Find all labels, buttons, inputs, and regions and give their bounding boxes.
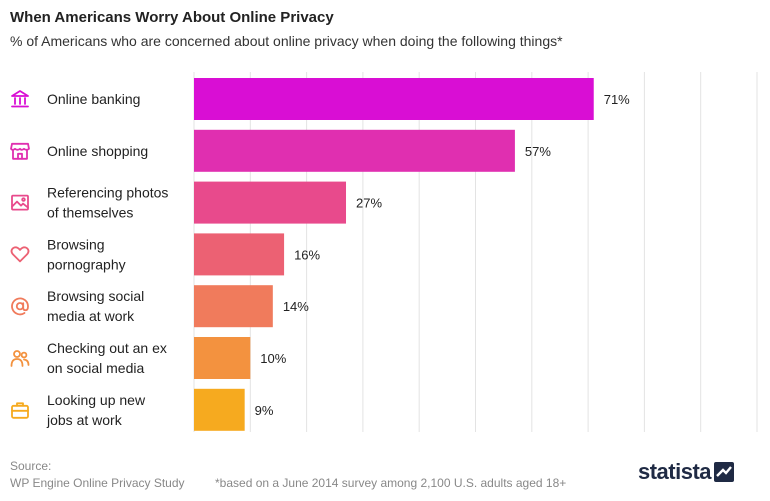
- bank-icon: [11, 90, 29, 108]
- value-label: 10%: [260, 351, 286, 366]
- bar-chart: 71% Online banking 57% Online shopping 27% Re…: [10, 72, 758, 432]
- value-label: 9%: [255, 403, 274, 418]
- value-label: 27%: [356, 196, 382, 211]
- people-icon: [10, 350, 30, 367]
- category-label: on social media: [47, 360, 144, 376]
- source-text: WP Engine Online Privacy Study: [10, 476, 185, 490]
- value-label: 57%: [525, 144, 551, 159]
- category-label: jobs at work: [46, 412, 123, 428]
- bar: [194, 337, 251, 379]
- category-label: Checking out an ex: [47, 340, 167, 356]
- footnote: *based on a June 2014 survey among 2,100…: [215, 476, 567, 490]
- photo-icon: [11, 194, 29, 211]
- category-label: Browsing social: [47, 288, 144, 304]
- bar: [194, 285, 273, 328]
- heart-icon: [10, 246, 30, 263]
- chart-title: When Americans Worry About Online Privac…: [10, 9, 334, 26]
- category-label: Online shopping: [47, 143, 148, 159]
- logo-text: statista: [638, 459, 712, 484]
- bar: [194, 388, 245, 431]
- bar: [194, 233, 285, 276]
- bar: [194, 78, 594, 120]
- value-label: 71%: [604, 92, 630, 107]
- category-label: Browsing: [47, 236, 105, 252]
- value-label: 16%: [294, 247, 320, 262]
- bar: [194, 129, 515, 172]
- category-label: of themselves: [47, 205, 133, 221]
- category-label: Looking up new: [47, 392, 146, 408]
- category-label: Online banking: [47, 91, 140, 107]
- chart-subtitle: % of Americans who are concerned about o…: [10, 33, 563, 49]
- statista-mark-icon: [714, 462, 735, 482]
- category-label: media at work: [47, 308, 135, 324]
- source-label: Source:: [10, 459, 52, 473]
- bar: [194, 181, 347, 224]
- category-label: Referencing photos: [47, 185, 168, 201]
- statista-logo[interactable]: statista: [638, 459, 735, 485]
- at-sign-icon: [11, 297, 29, 316]
- store-icon: [10, 142, 30, 160]
- briefcase-icon: [11, 402, 29, 419]
- value-label: 14%: [283, 299, 309, 314]
- category-label: pornography: [47, 256, 126, 272]
